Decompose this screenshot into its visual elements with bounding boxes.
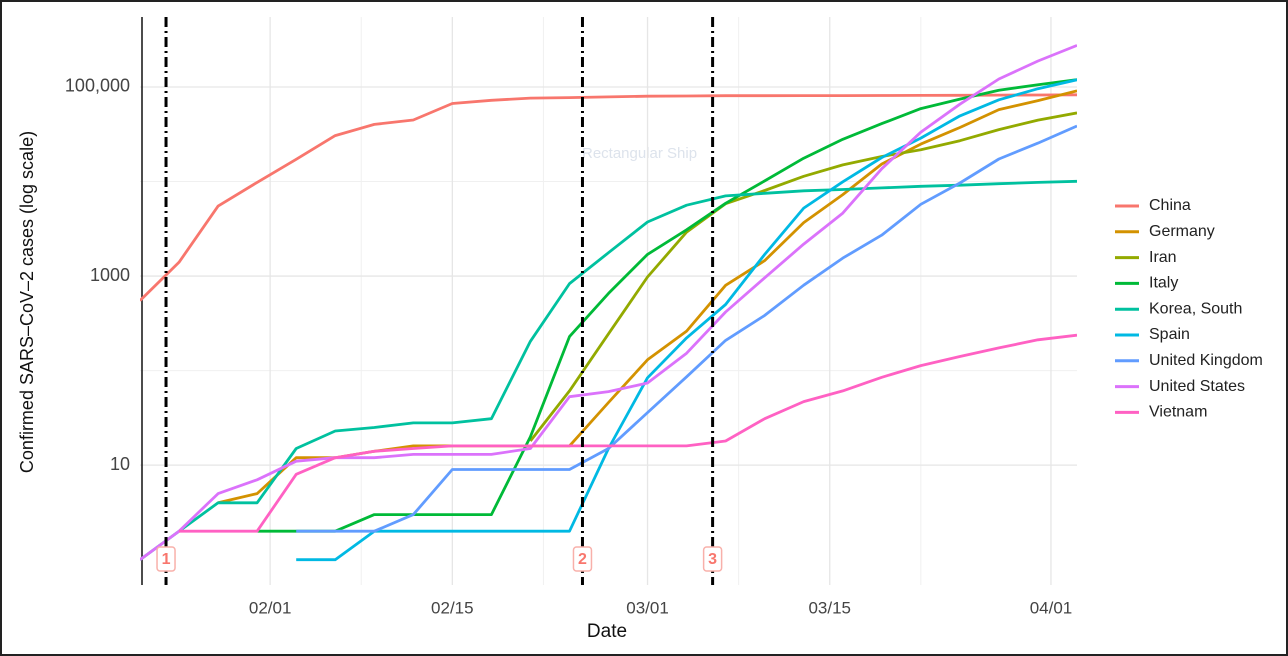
event-label-box xyxy=(702,546,723,572)
legend-label: Vietnam xyxy=(1149,404,1207,421)
legend-label: Italy xyxy=(1149,275,1178,292)
x-tick-label: 03/01 xyxy=(626,598,669,617)
x-tick-label: 03/15 xyxy=(808,598,851,617)
event-label-box xyxy=(156,546,176,572)
legend-label: Korea, South xyxy=(1149,300,1242,317)
y-axis-title: Confirmed SARS–CoV–2 cases (log scale) xyxy=(17,131,37,473)
y-tick-label: 100,000 xyxy=(65,76,130,96)
series-line xyxy=(296,124,1077,533)
x-tick-label: 02/15 xyxy=(431,598,474,617)
series-line xyxy=(140,179,1077,561)
legend-label: United Kingdom xyxy=(1149,352,1263,369)
event-label: 1 xyxy=(162,551,171,568)
x-tick-label: 04/01 xyxy=(1030,598,1073,617)
series-line xyxy=(529,111,1077,442)
legend-label: Iran xyxy=(1149,249,1177,266)
legend-label: Spain xyxy=(1149,326,1190,343)
x-tick-label: 02/01 xyxy=(249,598,292,617)
series-line xyxy=(296,78,1077,562)
event-label-box xyxy=(572,546,593,572)
series-line xyxy=(140,44,1077,561)
watermark: Rectangular Ship xyxy=(582,145,697,162)
event-label: 3 xyxy=(708,551,717,568)
legend-label: Germany xyxy=(1149,223,1215,240)
series-line xyxy=(140,93,1077,302)
legend-label: United States xyxy=(1149,378,1245,395)
y-tick-label: 1000 xyxy=(90,265,130,285)
legend-label: China xyxy=(1149,197,1191,214)
x-axis-title: Date xyxy=(587,621,627,642)
series-line xyxy=(179,333,1077,533)
plot-area xyxy=(140,44,1077,562)
event-label: 2 xyxy=(578,551,587,568)
y-tick-label: 10 xyxy=(110,454,130,474)
series-line xyxy=(257,78,1077,533)
